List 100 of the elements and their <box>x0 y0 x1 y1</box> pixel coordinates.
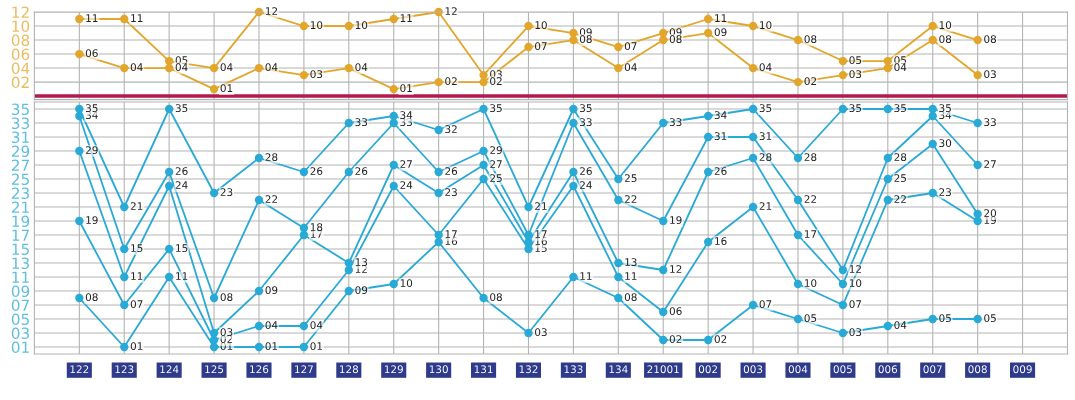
data-label: 22 <box>894 195 906 203</box>
x-tick-label: 004 <box>788 365 808 374</box>
point <box>434 237 443 247</box>
point <box>209 84 219 94</box>
x-tick-label: 002 <box>698 365 718 374</box>
point <box>973 209 982 219</box>
data-label: 08 <box>579 35 592 44</box>
point <box>254 63 264 73</box>
point <box>434 230 443 240</box>
data-label: 26 <box>355 167 368 176</box>
y-tick-label: 11 <box>12 271 29 283</box>
data-label: 13 <box>625 258 637 267</box>
point <box>209 63 219 73</box>
point <box>748 104 758 114</box>
point <box>703 167 713 177</box>
data-label: 03 <box>849 328 862 337</box>
data-label: 32 <box>445 125 457 134</box>
point <box>434 77 443 87</box>
point <box>479 146 488 156</box>
data-label: 10 <box>804 279 817 288</box>
x-tick-label: 130 <box>429 365 448 374</box>
data-label: 28 <box>265 153 278 162</box>
point <box>299 223 309 233</box>
data-label: 35 <box>849 104 862 113</box>
data-label: 05 <box>984 314 996 323</box>
point <box>614 174 623 184</box>
data-label: 03 <box>310 70 323 79</box>
y-tick-label: 33 <box>11 117 30 130</box>
data-label: 26 <box>310 167 323 176</box>
point <box>344 167 353 177</box>
point <box>524 21 533 31</box>
data-label: 35 <box>580 104 592 113</box>
data-label: 17 <box>445 230 457 238</box>
point <box>344 118 353 128</box>
x-tick-label: 128 <box>340 365 359 374</box>
point <box>299 70 309 80</box>
point <box>569 104 578 114</box>
point <box>434 188 443 198</box>
data-label: 17 <box>535 230 547 238</box>
data-label: 06 <box>85 49 98 58</box>
point <box>209 188 219 198</box>
data-label: 19 <box>670 216 682 225</box>
point <box>524 328 533 338</box>
data-label: 26 <box>175 167 188 176</box>
point <box>120 14 129 24</box>
data-label: 04 <box>130 63 143 72</box>
data-label: 05 <box>849 56 862 65</box>
point <box>973 70 982 80</box>
data-label: 23 <box>445 188 457 197</box>
point <box>479 104 488 114</box>
data-label: 25 <box>894 174 906 183</box>
data-label: 19 <box>86 216 98 225</box>
data-label: 04 <box>265 321 278 330</box>
data-label: 06 <box>669 307 682 316</box>
point <box>748 300 758 310</box>
point <box>883 153 892 163</box>
point <box>164 244 174 254</box>
point <box>883 104 892 114</box>
point <box>479 160 488 170</box>
point <box>928 111 937 121</box>
point <box>838 279 848 289</box>
point <box>524 230 533 240</box>
data-label: 27 <box>400 160 412 168</box>
point <box>793 35 803 45</box>
data-label: 17 <box>310 230 323 238</box>
data-label: 19 <box>984 216 996 225</box>
point <box>75 49 84 59</box>
point <box>299 342 309 352</box>
x-tick-label: 007 <box>923 365 942 374</box>
point <box>389 181 398 191</box>
data-label: 12 <box>670 265 682 273</box>
point <box>389 160 398 170</box>
point <box>164 104 174 114</box>
data-label: 21 <box>535 202 547 210</box>
data-label: 04 <box>265 63 278 72</box>
data-label: 33 <box>355 118 368 127</box>
point <box>659 216 668 226</box>
point <box>299 167 309 177</box>
point <box>973 314 982 324</box>
data-label: 15 <box>131 244 143 253</box>
y-tick-label: 15 <box>12 243 29 256</box>
data-label: 03 <box>535 328 547 337</box>
point <box>703 237 713 247</box>
data-label: 16 <box>715 237 727 246</box>
point <box>883 195 892 205</box>
data-label: 03 <box>849 70 862 79</box>
point <box>120 202 129 212</box>
data-label: 03 <box>984 70 996 79</box>
point <box>120 244 129 254</box>
data-label: 01 <box>220 84 233 93</box>
point <box>703 335 713 345</box>
point <box>344 258 353 268</box>
data-label: 09 <box>355 286 368 295</box>
point <box>838 70 848 80</box>
point <box>75 293 84 303</box>
data-label: 22 <box>624 195 637 203</box>
data-label: 26 <box>714 167 727 176</box>
point <box>479 70 488 80</box>
point <box>973 35 982 45</box>
data-label: 28 <box>804 153 817 162</box>
